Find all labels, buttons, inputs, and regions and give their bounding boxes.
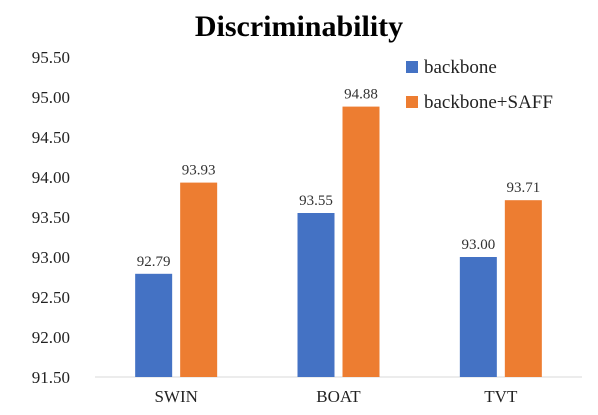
y-tick-label: 93.00 [32, 248, 70, 267]
data-label: 93.00 [461, 237, 495, 253]
legend-swatch [406, 96, 418, 108]
y-tick-label: 94.50 [32, 128, 70, 147]
chart-title: Discriminability [195, 10, 403, 43]
y-tick-label: 95.50 [32, 48, 70, 67]
data-label: 93.55 [299, 193, 333, 209]
x-tick-label: TVT [484, 387, 518, 406]
x-axis: SWIN BOAT TVT [154, 387, 518, 406]
bar-backbone-swin [135, 273, 173, 377]
legend-label: backbone [424, 57, 497, 78]
x-tick-label: SWIN [154, 387, 197, 406]
bar-backbone-tvt [459, 257, 497, 377]
y-tick-label: 92.00 [32, 328, 70, 347]
bar-backbone-boat [297, 213, 335, 377]
y-tick-label: 94.00 [32, 168, 70, 187]
x-tick-label: BOAT [316, 387, 361, 406]
y-tick-label: 91.50 [32, 368, 70, 387]
y-tick-label: 93.50 [32, 208, 70, 227]
y-tick-label: 95.00 [32, 88, 70, 107]
data-label: 94.88 [344, 87, 378, 103]
bar-backbone-saff-tvt [504, 200, 542, 377]
bars: 92.79 93.93 93.55 94.88 93.00 93.71 [135, 87, 542, 377]
legend-swatch [406, 61, 418, 73]
bar-backbone-saff-boat [342, 106, 380, 377]
data-label: 93.71 [506, 180, 540, 196]
data-label: 92.79 [137, 254, 171, 270]
legend-label: backbone+SAFF [424, 92, 553, 113]
y-axis: 91.50 92.00 92.50 93.00 93.50 94.00 94.50 95.00… [32, 48, 70, 387]
data-label: 93.93 [182, 163, 216, 179]
bar-backbone-saff-swin [180, 182, 218, 377]
y-tick-label: 92.50 [32, 288, 70, 307]
legend: backbone backbone+SAFF [406, 57, 553, 113]
